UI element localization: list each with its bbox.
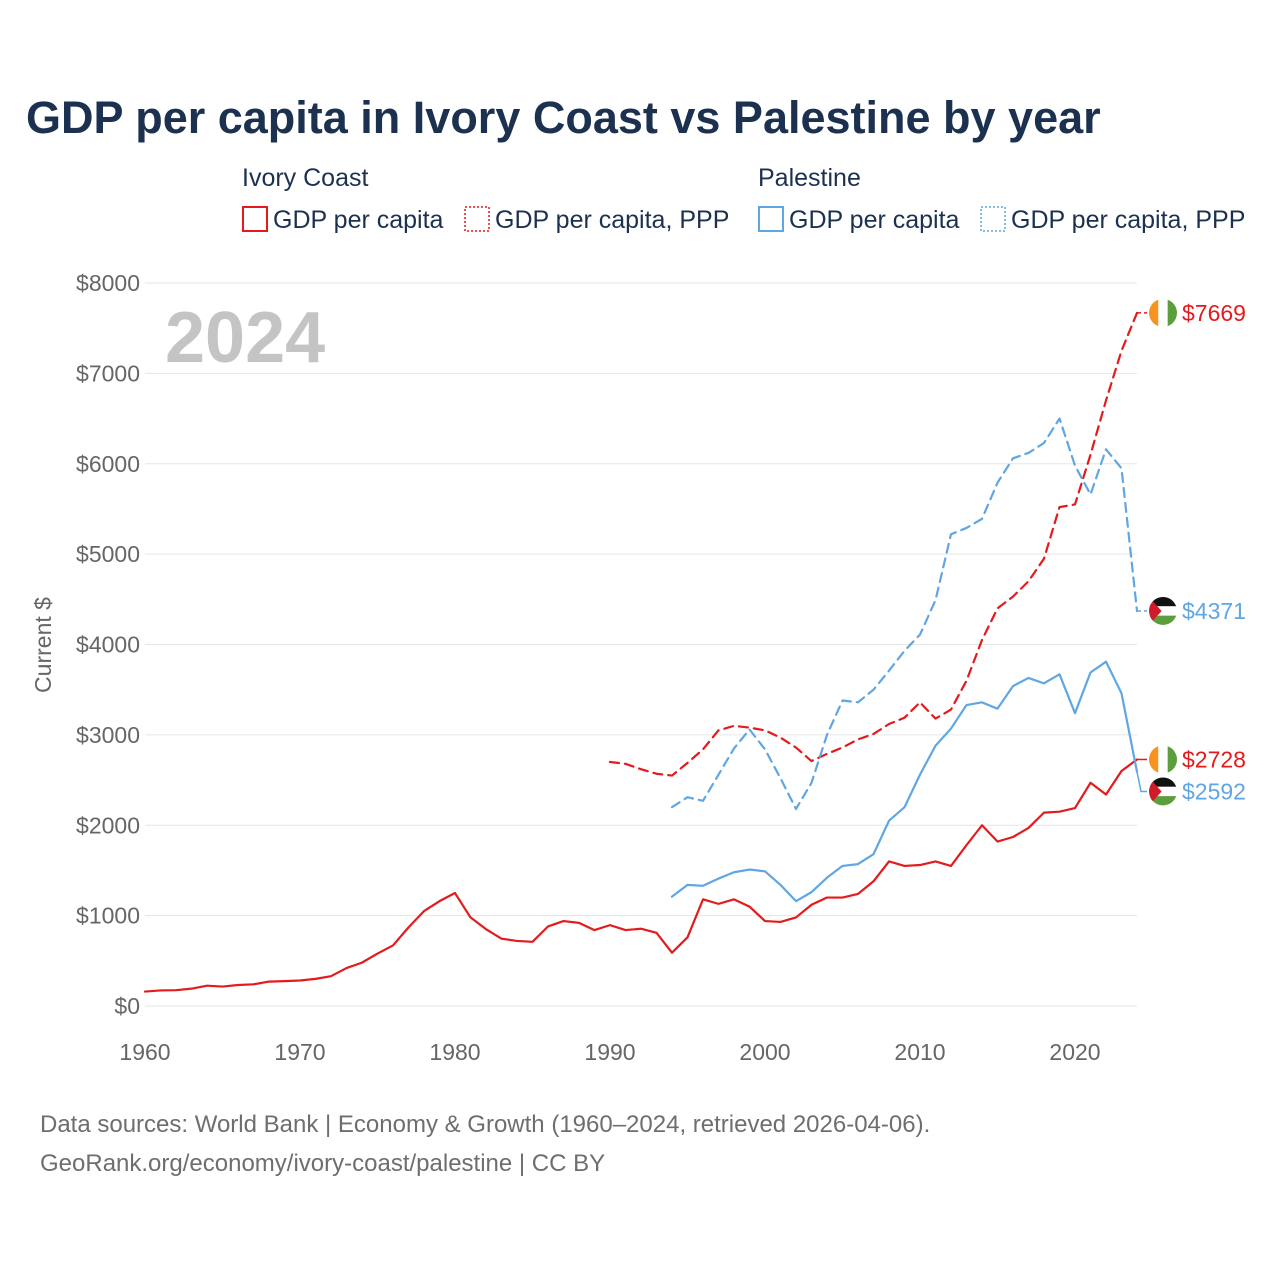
y-tick-label: $3000 [76,722,140,748]
ivory-coast-flag-icon [1149,298,1177,327]
y-tick-label: $7000 [76,360,140,386]
series-line-0 [143,758,1139,993]
series-line-2 [670,660,1139,903]
x-axis-ticks: 1960 1970 1980 1990 2000 2010 2020 [119,1039,1100,1065]
x-tick-label: 1980 [429,1039,480,1065]
source-line-1: Data sources: World Bank | Economy & Gro… [40,1111,930,1138]
gridlines [145,282,1137,1007]
legend-swatch-palestine-ppp [980,206,1006,232]
y-tick-label: $4000 [76,632,140,658]
x-tick-label: 2010 [894,1039,945,1065]
legend-group-label-ivory-coast: Ivory Coast [242,164,368,192]
legend-swatch-palestine-gdp [758,206,784,232]
series-line-3 [670,417,1139,811]
legend: Ivory Coast GDP per capita GDP per capit… [242,164,1245,234]
y-axis-ticks: $0 $1000 $2000 $3000 $4000 $5000 $6000 $7000 $80… [76,270,140,1019]
y-tick-label: $0 [114,993,140,1019]
end-value-label: $7669 [1182,300,1246,326]
x-tick-label: 1970 [274,1039,325,1065]
chart-title: GDP per capita in Ivory Coast vs Palesti… [26,92,1101,143]
palestine-flag-icon [1149,596,1177,625]
legend-item-ivory-ppp: GDP per capita, PPP [495,206,729,234]
end-labels: $2728 $7669 $2592 $4371 [1182,300,1246,805]
y-tick-label: $5000 [76,541,140,567]
legend-item-ivory-gdp: GDP per capita [273,206,444,234]
end-value-label: $2728 [1182,746,1246,772]
palestine-flag-icon [1149,777,1177,806]
y-tick-label: $6000 [76,451,140,477]
legend-swatch-ivory-gdp [242,206,268,232]
x-tick-label: 2000 [739,1039,790,1065]
legend-item-palestine-ppp: GDP per capita, PPP [1011,206,1245,234]
series-line-1 [608,311,1139,777]
x-tick-label: 1990 [584,1039,635,1065]
end-value-label: $4371 [1182,598,1246,624]
end-connector-2 [1136,771,1147,793]
source-line-2: GeoRank.org/economy/ivory-coast/palestin… [40,1150,605,1177]
series-lines [143,311,1139,993]
x-tick-label: 1960 [119,1039,170,1065]
ivory-coast-flag-icon [1149,745,1177,774]
legend-item-palestine-gdp: GDP per capita [789,206,960,234]
x-tick-label: 2020 [1049,1039,1100,1065]
year-watermark: 2024 [165,298,325,378]
end-value-label: $2592 [1182,778,1246,804]
legend-group-palestine: Palestine GDP per capita GDP per capita,… [758,164,1245,234]
y-tick-label: $2000 [76,812,140,838]
end-flags [1136,298,1177,806]
y-axis-label: Current $ [30,597,56,693]
legend-swatch-ivory-ppp [464,206,490,232]
legend-group-label-palestine: Palestine [758,164,861,192]
y-tick-label: $8000 [76,270,140,296]
legend-group-ivory-coast: Ivory Coast GDP per capita GDP per capit… [242,164,729,234]
y-tick-label: $1000 [76,903,140,929]
